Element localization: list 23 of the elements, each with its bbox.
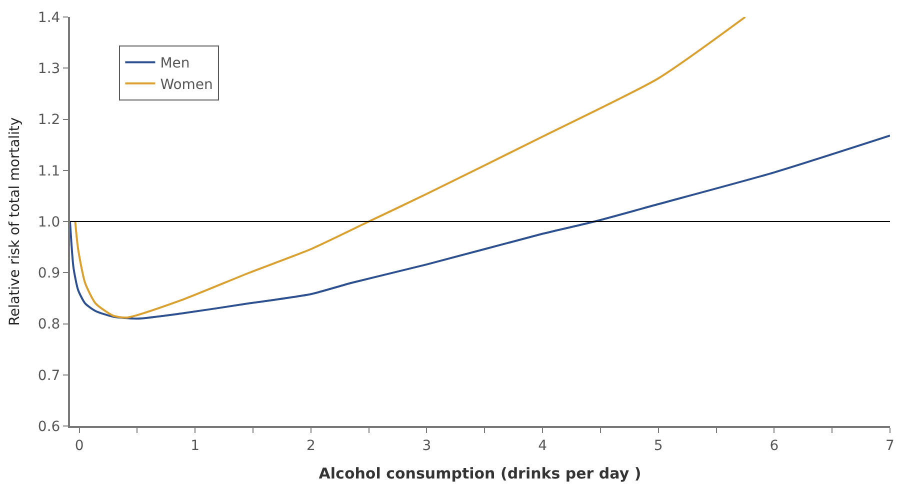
y-tick-label: 1.4 xyxy=(38,10,60,26)
x-tick-label: 5 xyxy=(654,438,663,454)
y-tick-label: 1.1 xyxy=(38,163,60,180)
x-axis-title: Alcohol consumption (drinks per day ) xyxy=(318,464,642,482)
y-tick-label: 0.9 xyxy=(38,266,60,282)
line-series xyxy=(74,17,746,319)
x-tick-label: 1 xyxy=(190,438,200,454)
x-tick-label: 6 xyxy=(770,438,779,454)
line-series xyxy=(70,134,890,320)
x-tick-label: 2 xyxy=(306,438,316,454)
y-axis-title: Relative risk of total mortality xyxy=(7,117,24,326)
y-tick-label: 1.2 xyxy=(38,112,60,128)
x-tick-label: 0 xyxy=(74,438,84,454)
legend-label: Women xyxy=(160,76,213,93)
legend-label: Men xyxy=(160,56,190,72)
x-tick-label: 4 xyxy=(538,438,548,454)
y-tick-label: 1.3 xyxy=(38,61,60,78)
y-tick-label: 0.6 xyxy=(38,418,60,435)
y-tick-label: 0.7 xyxy=(38,368,60,384)
x-tick-label: 3 xyxy=(422,438,432,454)
x-tick-label: 7 xyxy=(886,438,894,454)
y-tick-label: 1.0 xyxy=(38,214,60,230)
y-tick-label: 0.8 xyxy=(38,316,60,333)
